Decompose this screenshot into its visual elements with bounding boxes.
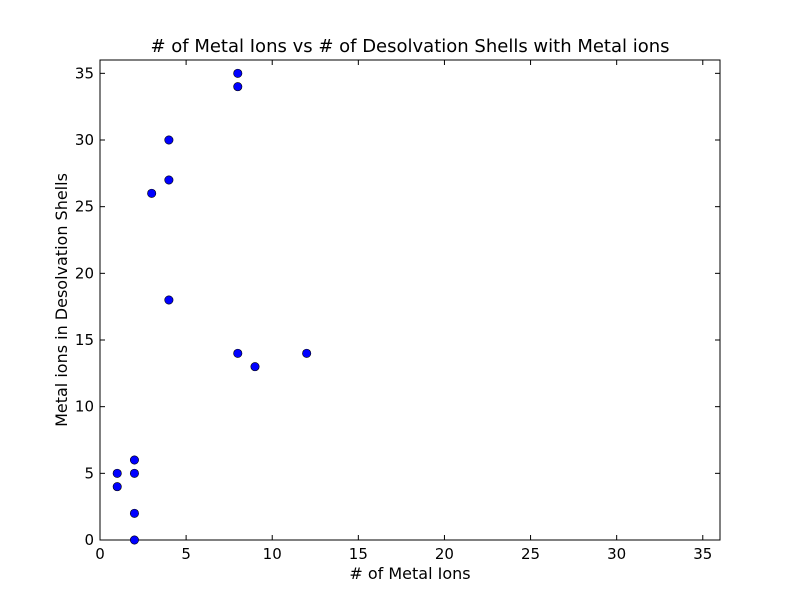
x-tick-label: 20 <box>435 545 454 563</box>
x-tick-label: 10 <box>263 545 282 563</box>
data-point <box>147 188 157 198</box>
y-tick-label: 10 <box>75 398 94 416</box>
data-point <box>164 135 174 145</box>
data-point <box>233 348 243 358</box>
data-point <box>129 535 139 545</box>
axes-frame <box>99 59 721 541</box>
data-point <box>233 68 243 78</box>
data-point <box>129 468 139 478</box>
x-axis-label: # of Metal Ions <box>349 564 470 583</box>
x-tick-label: 0 <box>95 545 105 563</box>
data-point <box>233 82 243 92</box>
data-point <box>164 175 174 185</box>
data-point <box>129 508 139 518</box>
y-tick-label: 30 <box>75 131 94 149</box>
data-point <box>302 348 312 358</box>
plot-area: 0 5 10 15 20 25 30 35 0 5 10 15 20 25 30 35 <box>75 59 721 563</box>
data-point <box>164 295 174 305</box>
data-point <box>112 468 122 478</box>
chart-title: # of Metal Ions vs # of Desolvation Shel… <box>150 36 669 57</box>
y-tick-label: 0 <box>84 531 94 549</box>
x-tick-label: 15 <box>349 545 368 563</box>
data-point <box>112 482 122 492</box>
y-tick-label: 15 <box>75 331 94 349</box>
x-tick-label: 30 <box>607 545 626 563</box>
x-tick-label: 25 <box>521 545 540 563</box>
data-point <box>250 362 260 372</box>
y-axis-label: Metal ions in Desolvation Shells <box>52 173 71 427</box>
y-tick-label: 35 <box>75 64 94 82</box>
y-tick-label: 20 <box>75 264 94 282</box>
markers <box>112 68 312 545</box>
y-tick-label: 25 <box>75 198 94 216</box>
x-tick-label: 5 <box>181 545 191 563</box>
y-tick-label: 5 <box>84 464 94 482</box>
data-point <box>129 455 139 465</box>
ticks: 0 5 10 15 20 25 30 35 0 5 10 15 20 25 30 35 <box>75 60 720 563</box>
x-tick-label: 35 <box>693 545 712 563</box>
